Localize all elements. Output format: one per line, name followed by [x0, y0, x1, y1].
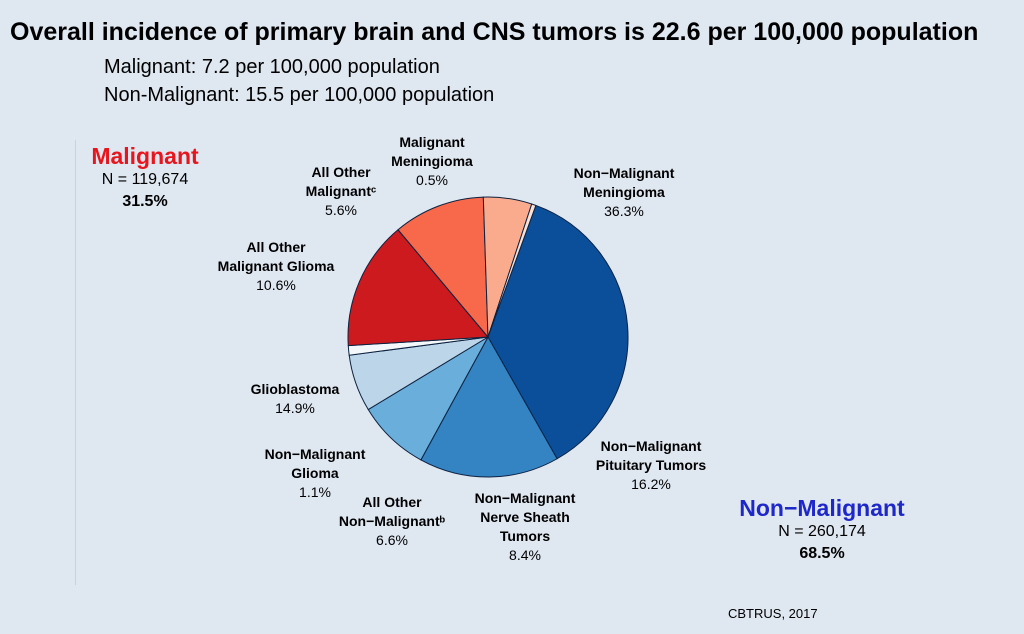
non-malignant-heading: Non−Malignant	[739, 495, 905, 521]
slice-name-line: Pituitary Tumors	[595, 457, 707, 473]
slice-percent: 6.6%	[376, 532, 408, 548]
slice-label-nm_glioma: Non−Malignant Glioma 1.1%	[265, 445, 366, 502]
malignant-rate-line: Malignant: 7.2 per 100,000 population	[104, 56, 440, 78]
pie-slice-mal_meningioma	[487, 203, 537, 338]
slice-name-line: Non−Malignant	[600, 438, 702, 454]
slice-name-line: Malignant Glioma	[217, 258, 335, 274]
non-malignant-percent: 68.5%	[799, 545, 845, 562]
pie-slice-mal_glioma	[397, 196, 489, 339]
non-malignant-rate-line: Non-Malignant: 15.5 per 100,000 populati…	[104, 84, 495, 106]
slice-percent: 16.2%	[631, 476, 671, 492]
pie-slice-nm_pituitary	[420, 335, 558, 478]
slice-percent: 36.3%	[604, 203, 644, 219]
slice-label-nm_nerve: Non−Malignant Nerve Sheath Tumors 8.4%	[475, 489, 576, 565]
slice-name-line: Malignant	[399, 134, 465, 150]
malignant-count: N = 119,674	[101, 171, 189, 188]
malignant-heading: Malignant	[91, 143, 199, 169]
non-malignant-summary: Non−Malignant N = 260,174 68.5%	[712, 495, 932, 563]
slice-name-line: Non−Malignant	[264, 446, 366, 462]
slice-label-mal_meningioma: Malignant Meningioma 0.5%	[391, 133, 473, 190]
slice-name-line: Non−Malignant	[474, 490, 576, 506]
slice-name-line: Non−Malignant	[573, 165, 675, 181]
pie-slice-nm_meningioma	[487, 204, 629, 460]
slice-name-line: Glioblastoma	[250, 381, 340, 397]
source-credit: CBTRUS, 2017	[728, 606, 818, 621]
slice-percent: 14.9%	[275, 400, 315, 416]
slice-name-line: Meningioma	[391, 153, 473, 169]
malignant-summary: Malignant N = 119,674 31.5%	[55, 143, 235, 211]
slice-name-line: Meningioma	[583, 184, 665, 200]
slice-percent: 5.6%	[325, 202, 357, 218]
slice-percent: 1.1%	[299, 484, 331, 500]
malignant-percent: 31.5%	[122, 193, 168, 210]
slice-name-line: Glioma	[291, 465, 339, 481]
slice-label-nm_other: All Other Non−Malignantᵇ 6.6%	[339, 493, 445, 550]
divider-line	[75, 140, 76, 585]
slice-name-line: All Other	[246, 239, 306, 255]
slice-name-line: Malignantᶜ	[305, 183, 377, 199]
slice-label-mal_glioma: All Other Malignant Glioma 10.6%	[218, 238, 335, 295]
page-title: Overall incidence of primary brain and C…	[10, 18, 979, 46]
slice-name-line: Non−Malignantᵇ	[338, 513, 446, 529]
non-malignant-count: N = 260,174	[778, 523, 866, 540]
slice-label-nm_meningioma: Non−Malignant Meningioma 36.3%	[574, 164, 675, 221]
pie-slice-glioblastoma	[347, 229, 490, 347]
slice-percent: 8.4%	[509, 547, 541, 563]
slice-percent: 10.6%	[256, 277, 296, 293]
slice-label-nm_pituitary: Non−Malignant Pituitary Tumors 16.2%	[596, 437, 706, 494]
slice-label-glioblastoma: Glioblastoma 14.9%	[251, 380, 340, 418]
slice-label-mal_other: All Other Malignantᶜ 5.6%	[306, 163, 377, 220]
slice-name-line: All Other	[311, 164, 371, 180]
slice-percent: 0.5%	[416, 172, 448, 188]
slice-name-line: Nerve Sheath	[480, 509, 570, 525]
slice-name-line: Tumors	[499, 528, 551, 544]
slice-name-line: All Other	[362, 494, 422, 510]
